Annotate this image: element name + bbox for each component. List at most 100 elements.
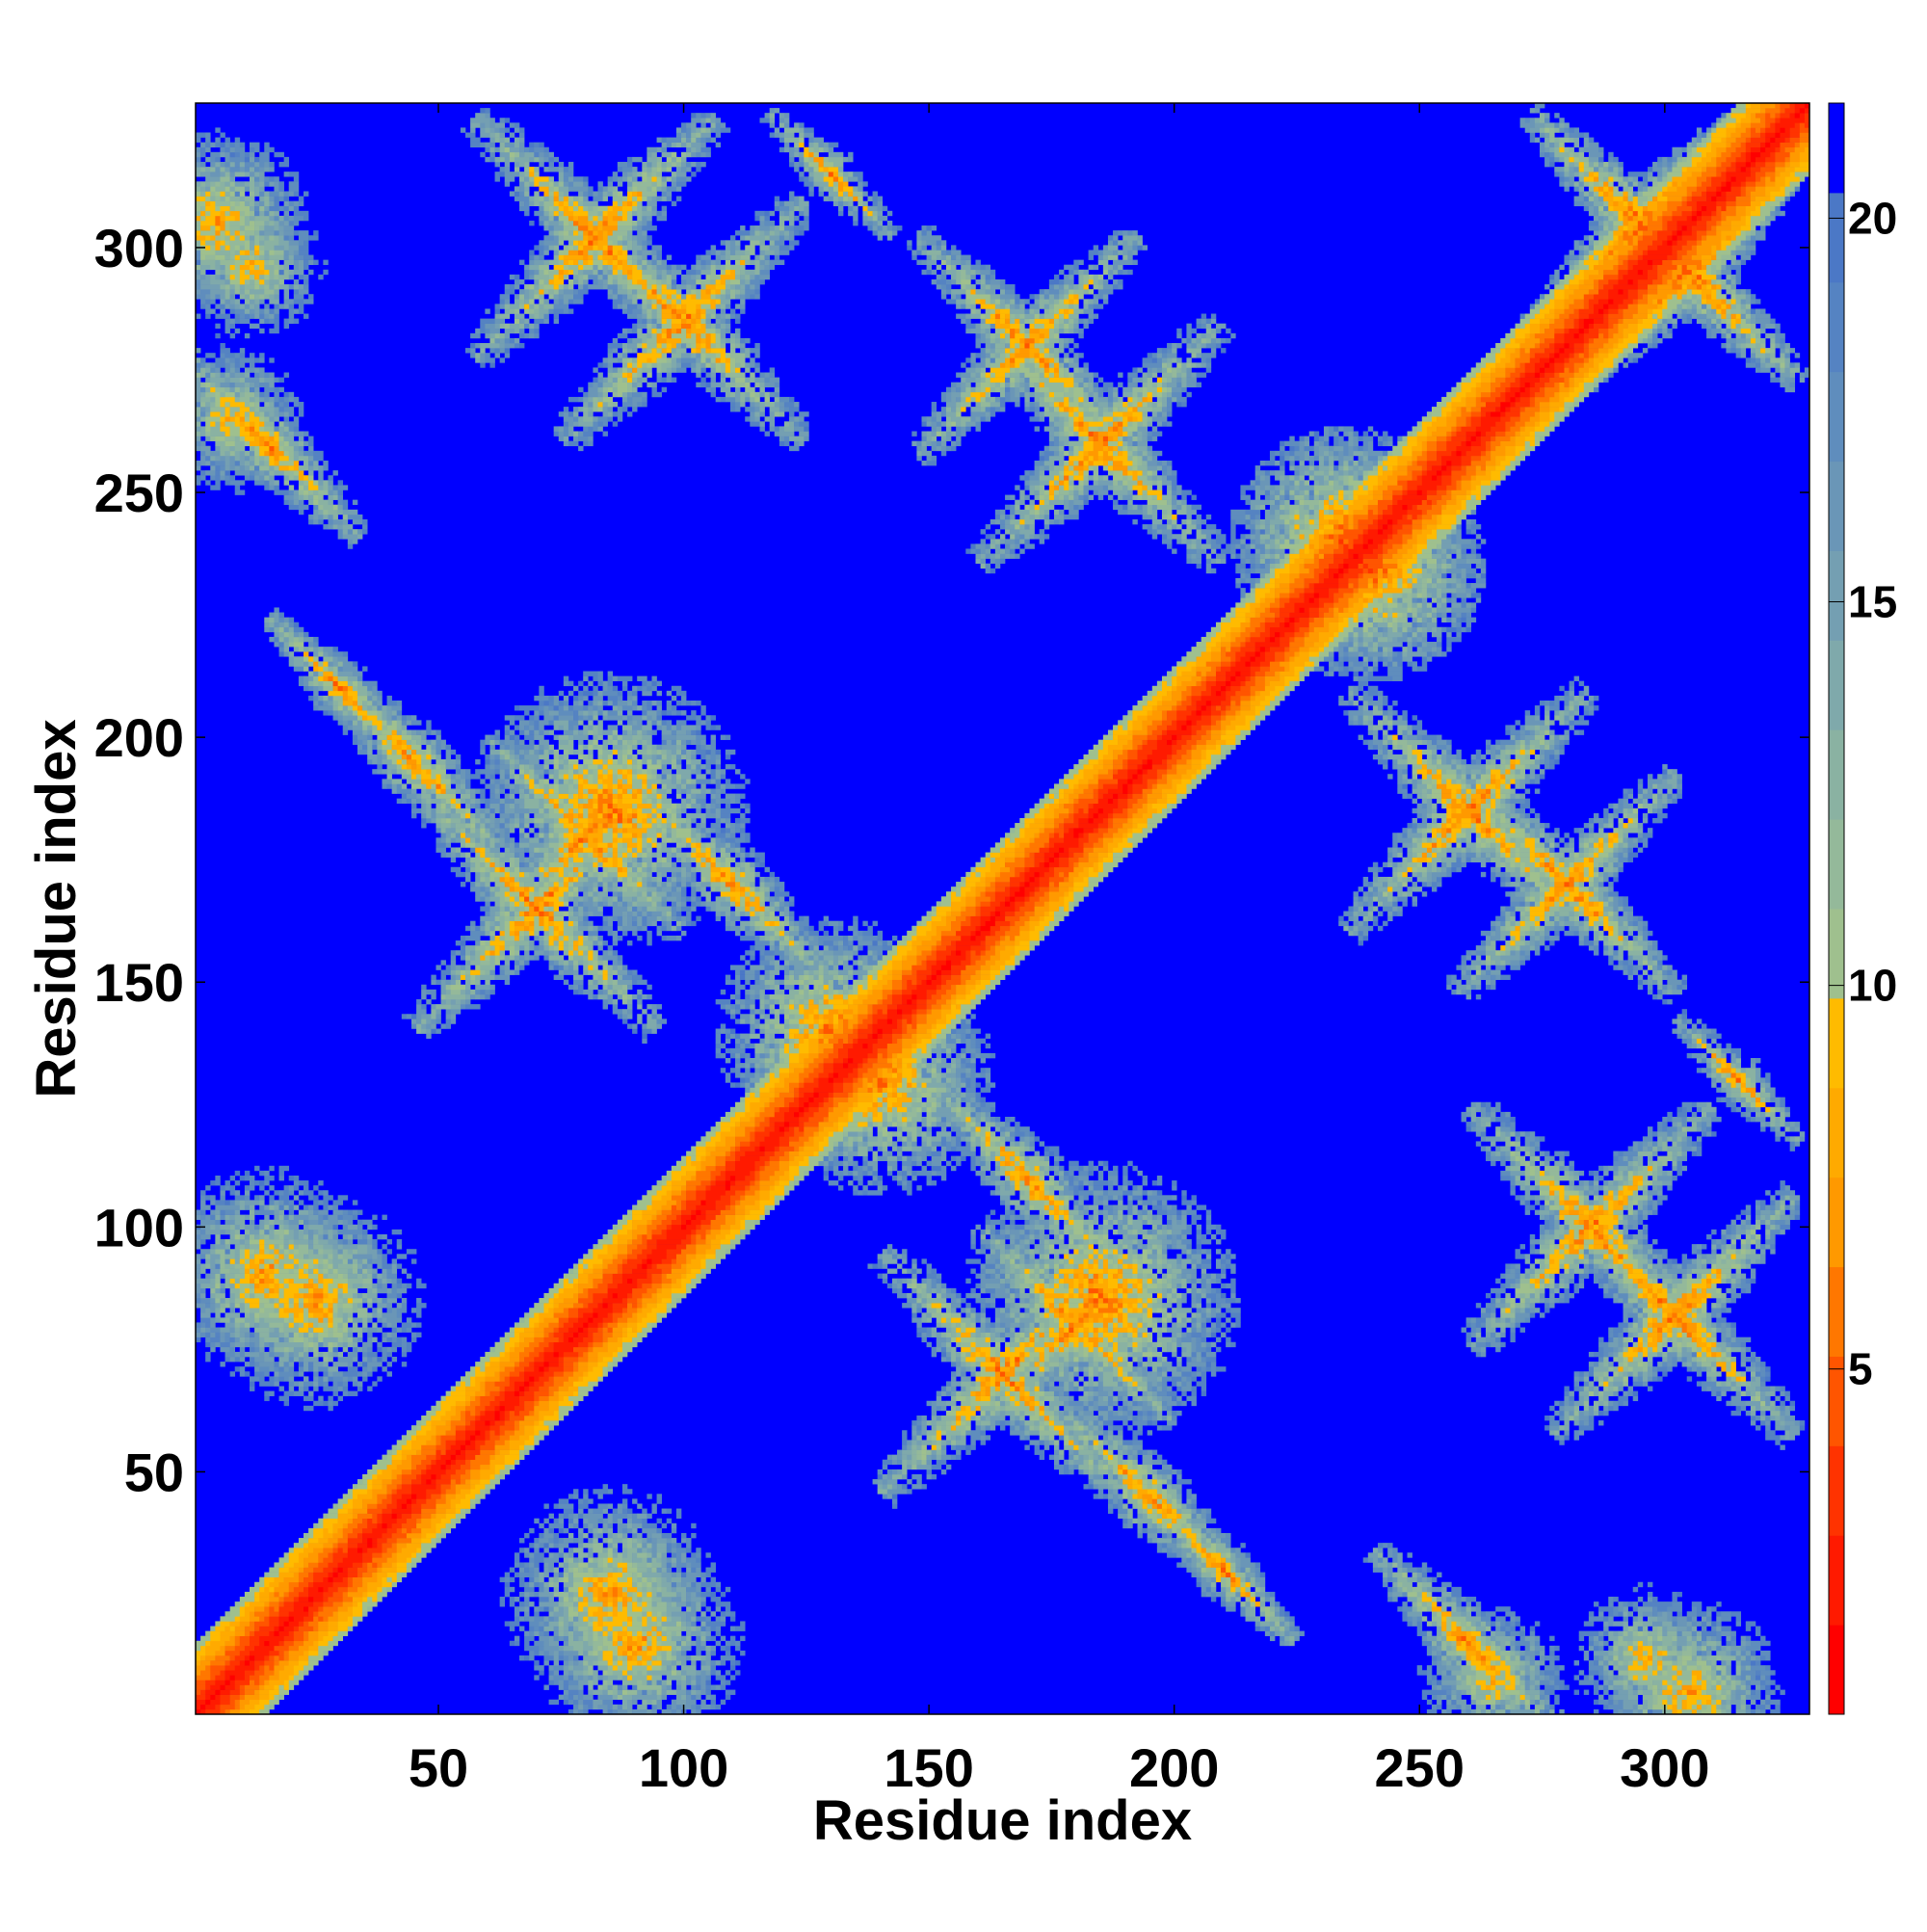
heatmap-cell	[225, 1665, 235, 1670]
heatmap-cell	[1476, 1690, 1491, 1695]
heatmap-cell	[637, 1655, 642, 1660]
heatmap-cell	[1466, 1655, 1471, 1660]
heatmap-cell	[686, 1636, 691, 1641]
heatmap-cell	[632, 1695, 657, 1700]
heatmap-cell	[1603, 1627, 1608, 1631]
heatmap-cell	[1677, 1705, 1682, 1709]
heatmap-cell	[1500, 1655, 1505, 1660]
heatmap-cell	[726, 1670, 730, 1675]
heatmap-cell	[564, 1685, 568, 1690]
heatmap-cell	[696, 1690, 700, 1695]
heatmap-cell	[711, 1700, 716, 1705]
heatmap-cell	[608, 1690, 613, 1695]
heatmap-cell	[1589, 1646, 1594, 1651]
heatmap-cell	[1652, 1646, 1657, 1651]
heatmap-cell	[1476, 1646, 1481, 1651]
heatmap-cell	[264, 1655, 269, 1660]
heatmap-cell	[726, 1680, 730, 1684]
heatmap-cell	[1726, 1675, 1730, 1680]
heatmap-cell	[642, 1670, 647, 1675]
heatmap-cell	[618, 1646, 627, 1651]
heatmap-cell	[735, 1646, 740, 1651]
heatmap-cell	[1643, 1685, 1648, 1690]
heatmap-cell	[1755, 1660, 1760, 1665]
heatmap-cell	[250, 1651, 270, 1655]
heatmap-cell	[1716, 1655, 1721, 1660]
heatmap-cell	[1520, 1636, 1525, 1641]
heatmap-cell	[1495, 1646, 1500, 1651]
heatmap-cell	[1476, 1651, 1481, 1655]
heatmap-cell	[1702, 1646, 1706, 1651]
heatmap-cell	[1491, 1665, 1495, 1670]
heatmap-cell	[564, 1675, 568, 1680]
heatmap-cell	[1746, 1646, 1761, 1651]
heatmap-cell	[554, 1631, 559, 1636]
heatmap-cell	[1554, 1695, 1559, 1700]
heatmap-cell	[1623, 1631, 1628, 1636]
heatmap-cell	[269, 1631, 274, 1636]
heatmap-cell	[1687, 1700, 1697, 1705]
heatmap-cell	[559, 1631, 564, 1636]
heatmap-cell	[205, 1641, 210, 1646]
heatmap-cell	[1672, 1660, 1676, 1665]
heatmap-cell	[1716, 1700, 1721, 1705]
heatmap-cell	[721, 1655, 736, 1660]
heatmap-cell	[588, 1690, 593, 1695]
heatmap-cell	[1726, 1665, 1730, 1670]
heatmap-cell	[608, 1631, 613, 1636]
heatmap-cell	[205, 1665, 210, 1670]
heatmap-cell	[1471, 1700, 1476, 1705]
heatmap-cell	[1682, 1655, 1692, 1660]
heatmap-cell	[1510, 1670, 1515, 1675]
heatmap-cell	[274, 1631, 278, 1636]
heatmap-cell	[721, 1680, 726, 1684]
heatmap-cell	[593, 1675, 597, 1680]
heatmap-cell	[1731, 1641, 1736, 1646]
heatmap-cell	[1736, 1685, 1741, 1690]
heatmap-cell	[1520, 1627, 1525, 1631]
heatmap-cell	[269, 1655, 274, 1660]
heatmap-cell	[1638, 1690, 1643, 1695]
heatmap-cell	[1505, 1670, 1510, 1675]
heatmap-cell	[1697, 1680, 1702, 1684]
heatmap-cell	[637, 1705, 647, 1709]
heatmap-cell	[627, 1655, 632, 1660]
heatmap-cell	[328, 1621, 337, 1626]
heatmap-cell	[597, 1631, 602, 1636]
heatmap-cell	[1500, 1690, 1505, 1695]
heatmap-cell	[220, 1700, 229, 1705]
heatmap-cell	[618, 1631, 627, 1636]
heatmap-cell	[1579, 1680, 1595, 1684]
heatmap-cell	[1471, 1627, 1476, 1631]
heatmap-cell	[568, 1660, 573, 1665]
heatmap-cell	[1437, 1636, 1441, 1641]
heatmap-cell	[564, 1665, 568, 1670]
heatmap-cell	[1721, 1670, 1726, 1675]
heatmap-cell	[1736, 1680, 1741, 1684]
heatmap-cell	[1697, 1700, 1702, 1705]
heatmap-cell	[1540, 1651, 1544, 1655]
heatmap-cell	[1672, 1695, 1676, 1700]
heatmap-cell	[676, 1641, 681, 1646]
heatmap-cell	[529, 1655, 534, 1660]
heatmap-cell	[1633, 1705, 1638, 1709]
heatmap-cell	[1687, 1695, 1712, 1700]
heatmap-cell	[1741, 1670, 1756, 1675]
heatmap-cell	[1540, 1695, 1544, 1700]
heatmap-cell	[205, 1646, 221, 1651]
heatmap-cell	[328, 1641, 337, 1646]
heatmap-cell	[259, 1700, 269, 1705]
heatmap-cell	[1716, 1665, 1721, 1670]
heatmap-cell	[1608, 1685, 1613, 1690]
heatmap-cell	[1736, 1655, 1741, 1660]
heatmap-cell	[1594, 1646, 1598, 1651]
heatmap-cell	[1697, 1705, 1702, 1709]
heatmap-cell	[691, 1621, 696, 1626]
heatmap-cell	[672, 1631, 676, 1636]
heatmap-cell	[1638, 1685, 1643, 1690]
heatmap-cell	[564, 1700, 568, 1705]
heatmap-cell	[549, 1670, 554, 1675]
heatmap-cell	[220, 1685, 224, 1690]
heatmap-cell	[299, 1627, 314, 1631]
heatmap-cell	[622, 1700, 627, 1705]
